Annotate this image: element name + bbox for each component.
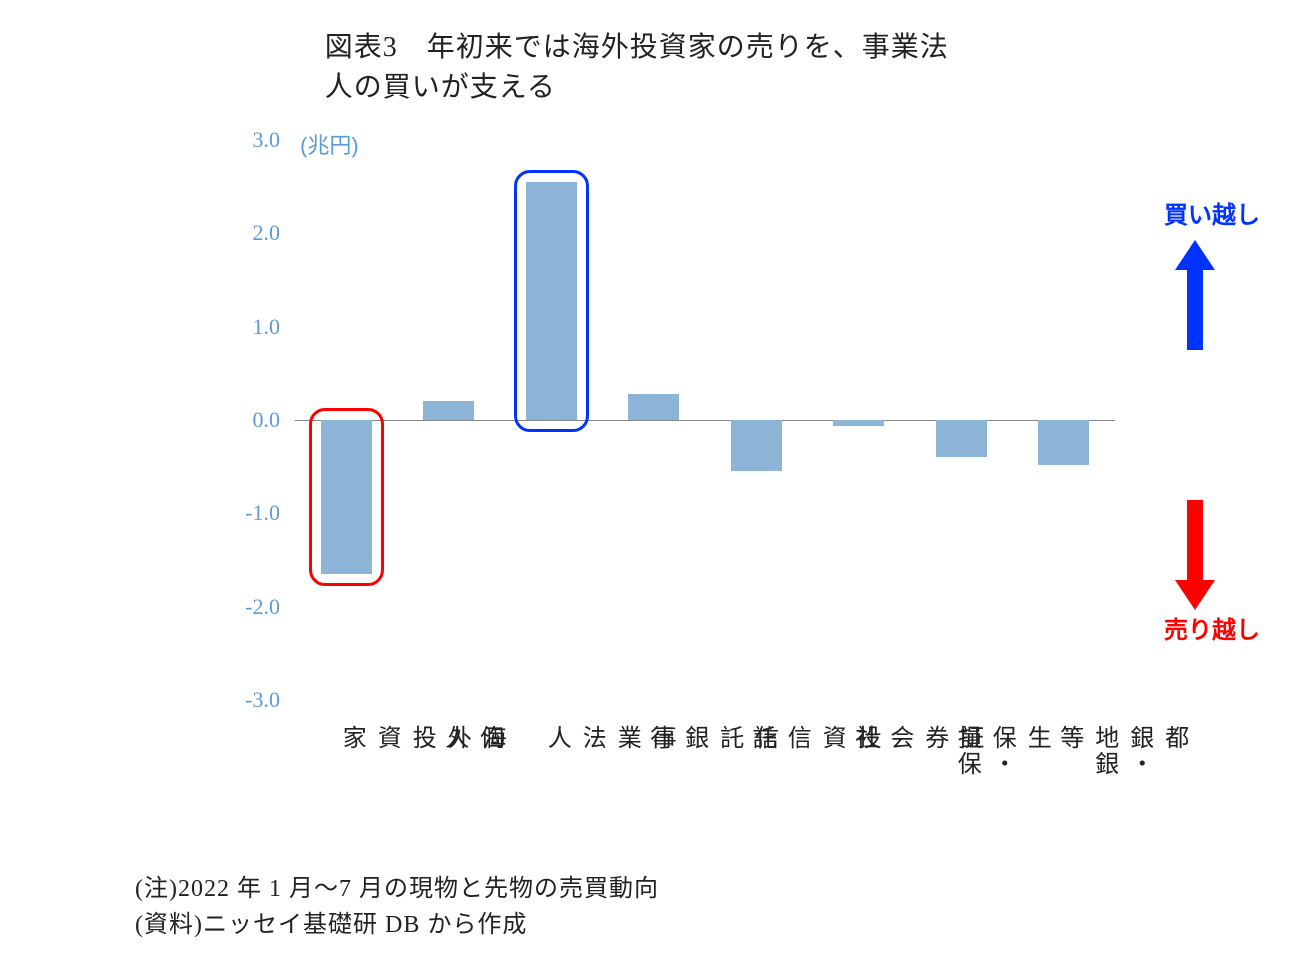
footnote-2: (資料)ニッセイ基礎研 DB から作成 [135,904,527,939]
bar [1038,420,1089,465]
zero-line [295,420,1115,421]
y-tick-label: 3.0 [253,127,281,153]
footnote-1: (注)2022 年 1 月～7 月の現物と先物の売買動向 [135,868,659,903]
y-tick-label: 1.0 [253,314,281,340]
x-category-label: 個人 [437,725,507,751]
y-tick-label: 2.0 [253,220,281,246]
x-category-label: 生保・損保 [949,725,1054,777]
bar [833,420,884,426]
arrow-down-icon [1175,500,1215,610]
chart-title: 図表3 年初来では海外投資家の売りを、事業法人の買いが支える [325,25,975,105]
bar [423,401,474,420]
arrow-up-icon [1175,240,1215,350]
x-category-label: 都銀・地銀等 [1052,725,1192,777]
bar [628,394,679,420]
y-tick-label: -3.0 [245,687,280,713]
annotation-buy-label: 買い越し [1164,195,1260,230]
bar [731,420,782,471]
y-tick-label: -1.0 [245,500,280,526]
y-tick-label: -2.0 [245,594,280,620]
highlight-box [309,408,384,586]
y-tick-label: 0.0 [253,407,281,433]
plot-area [295,140,1115,700]
annotation-sell-label: 売り越し [1164,610,1260,645]
bar [936,420,987,457]
chart-area: (兆円) 買い越し 売り越し 3.02.01.00.0-1.0-2.0-3.0海… [150,140,1150,700]
highlight-box [514,170,589,432]
